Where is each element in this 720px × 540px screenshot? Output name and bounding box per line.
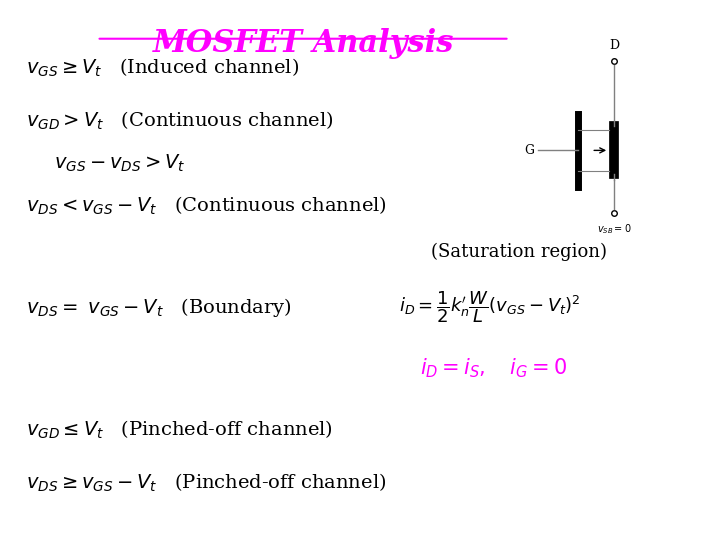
Text: $v_{SB} = 0$: $v_{SB} = 0$ [597,222,631,236]
Text: $v_{GD} > V_t$   (Continuous channel): $v_{GD} > V_t$ (Continuous channel) [25,110,333,132]
Text: G: G [524,144,534,157]
Text: $v_{GS} - v_{DS} > V_t$: $v_{GS} - v_{DS} > V_t$ [54,153,186,174]
Text: $v_{DS} \geq v_{GS} - V_t$   (Pinched-off channel): $v_{DS} \geq v_{GS} - V_t$ (Pinched-off … [25,471,386,494]
Text: MOSFET Analysis: MOSFET Analysis [153,28,454,59]
Text: $v_{DS} < v_{GS} - V_t$   (Continuous channel): $v_{DS} < v_{GS} - V_t$ (Continuous chan… [25,195,387,217]
Text: $v_{GS} \geq V_t$   (Induced channel): $v_{GS} \geq V_t$ (Induced channel) [25,57,299,79]
Text: $v_{DS} = \ v_{GS} - V_t$   (Boundary): $v_{DS} = \ v_{GS} - V_t$ (Boundary) [25,296,292,319]
Text: $v_{GD} \leq V_t$   (Pinched-off channel): $v_{GD} \leq V_t$ (Pinched-off channel) [25,418,333,441]
Text: (Saturation region): (Saturation region) [431,242,607,260]
Text: $i_D = i_S, \quad i_G = 0$: $i_D = i_S, \quad i_G = 0$ [420,356,567,380]
Text: $i_D = \dfrac{1}{2} k_n^{\prime} \dfrac{W}{L} (v_{GS} - V_t)^2$: $i_D = \dfrac{1}{2} k_n^{\prime} \dfrac{… [399,289,581,325]
Text: D: D [609,39,619,52]
